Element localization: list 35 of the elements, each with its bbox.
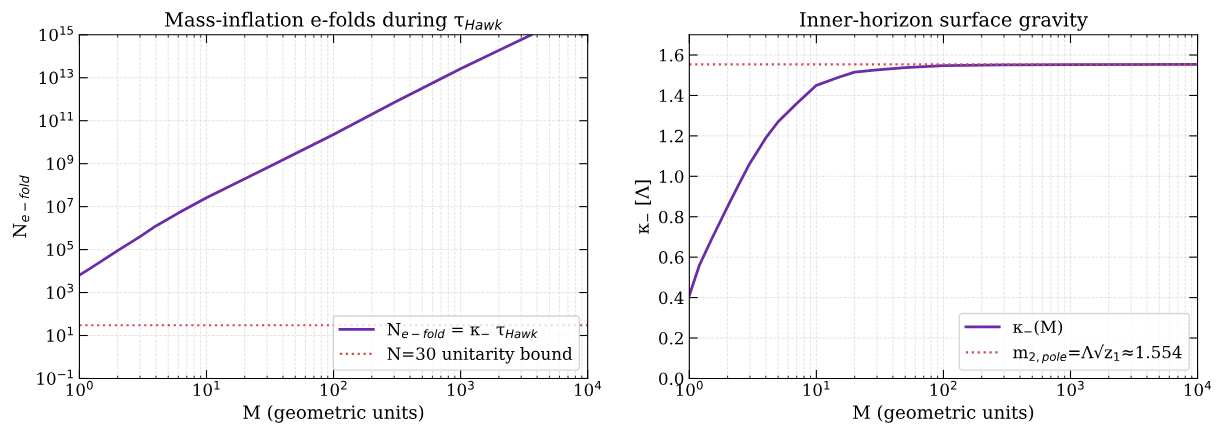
y-tick-label: 10$^{5}$: [47, 240, 74, 257]
y-tick-label: 10$^{1}$: [47, 326, 73, 342]
y-tick-label: 1.6: [659, 48, 684, 62]
y-axis-title: κ$_{−}$ [Λ]: [634, 180, 652, 234]
legend-label: κ$_{−}$(M): [1013, 320, 1063, 336]
y-tick-label: 10$^{3}$: [47, 283, 74, 299]
chart-title: Mass-inflation e-folds during τ$_{Hawk}$: [165, 11, 503, 31]
y-tick-label: 0.4: [659, 291, 684, 305]
y-tick-label: 10$^{7}$: [47, 197, 74, 214]
x-tick-label: 10$^{2}$: [930, 380, 957, 397]
x-tick-label: 10$^{3}$: [447, 380, 474, 397]
y-tick-label: 0.6: [659, 251, 684, 264]
y-tick-label: 1.4: [659, 89, 684, 103]
x-tick-label: 10$^{4}$: [1184, 380, 1212, 397]
legend-label: N=30 unitarity bound: [387, 347, 573, 364]
x-tick-label: 10$^{4}$: [575, 380, 602, 397]
x-tick-label: 10$^{1}$: [193, 380, 220, 397]
legend-label: N$_{e−fold}$ = κ$_{−}$ τ$_{Hawk}$: [387, 323, 538, 339]
x-tick-label: 10$^{1}$: [803, 380, 830, 397]
y-tick-label: 10$^{9}$: [47, 154, 74, 171]
y-tick-label: 10$^{15}$: [39, 26, 73, 42]
y-tick-label: 0.2: [659, 331, 683, 345]
y-tick-label: 10$^{11}$: [39, 112, 73, 128]
legend-label: m$_{2,pole}$=Λ√z$_{1}$≈1.554: [1013, 344, 1182, 364]
x-tick-label: 10$^{3}$: [1057, 380, 1084, 397]
y-tick-label: 0.8: [659, 210, 684, 224]
y-tick-label: 1.2: [659, 129, 683, 143]
y-tick-label: 10$^{13}$: [39, 68, 74, 85]
y-tick-label: 1.0: [659, 170, 684, 183]
x-tick-label: 10$^{0}$: [66, 380, 93, 397]
chart-title: Inner-horizon surface gravity: [800, 11, 1088, 31]
x-axis-title: M (geometric units): [243, 405, 424, 423]
x-tick-label: 10$^{2}$: [320, 380, 347, 397]
x-axis-title: M (geometric units): [853, 405, 1034, 423]
y-axis-title: N$_{e−fold}$: [12, 175, 30, 238]
